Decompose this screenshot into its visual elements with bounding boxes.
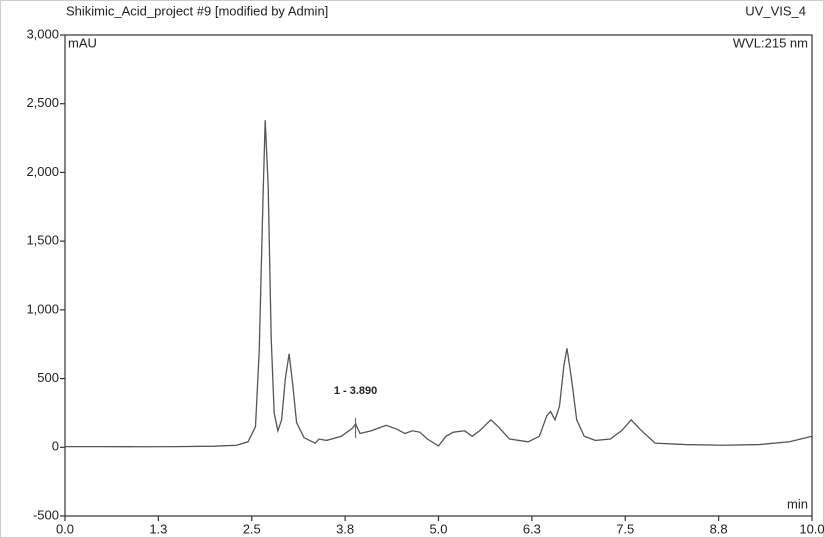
y-tick-label: 2,500	[26, 95, 59, 110]
y-tick-label: 1,500	[26, 233, 59, 248]
x-tick-label: 8.8	[710, 521, 728, 536]
y-tick-label: 500	[37, 370, 59, 385]
x-tick-label: 10.0	[799, 521, 824, 536]
annotation: 1 - 3.890	[334, 385, 377, 397]
chromatogram-line	[65, 120, 813, 448]
y-tick-label: 0	[52, 439, 59, 454]
y-axis-label: mAU	[68, 35, 97, 50]
y-tick-label: -500	[33, 507, 59, 522]
x-axis-label: min	[787, 496, 808, 511]
chart-title: Shikimic_Acid_project #9 [modified by Ad…	[66, 3, 328, 18]
y-tick-label: 1,000	[26, 301, 59, 316]
x-tick-label: 5.0	[429, 521, 447, 536]
channel: UV_VIS_4	[745, 3, 806, 18]
x-tick-label: 0.0	[56, 521, 74, 536]
y-tick-label: 3,000	[26, 26, 59, 41]
x-tick-label: 7.5	[616, 521, 634, 536]
x-tick-label: 6.3	[523, 521, 541, 536]
x-tick-label: 3.8	[336, 521, 354, 536]
x-tick-label: 2.5	[243, 521, 261, 536]
y-tick-label: 2,000	[26, 164, 59, 179]
x-tick-label: 1.3	[149, 521, 167, 536]
wavelength: WVL:215 nm	[733, 35, 808, 50]
